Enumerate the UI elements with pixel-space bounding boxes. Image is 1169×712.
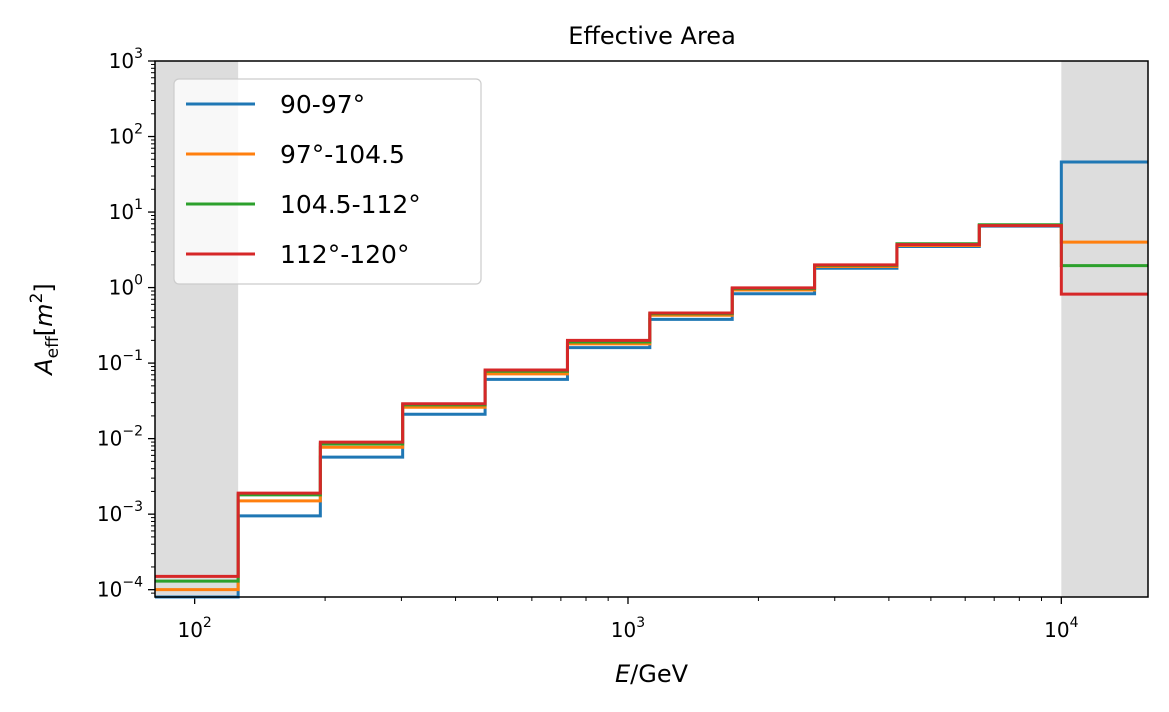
plot-frame	[154, 60, 1149, 598]
legend-box	[173, 78, 482, 285]
y-tick-label: 103	[109, 46, 143, 73]
y-tick-label: 10−4	[97, 575, 143, 602]
x-axis-label-text: E/GeV	[615, 660, 689, 688]
y-axis-label: Aeff[m2]	[27, 283, 63, 377]
series-line-3	[155, 224, 1148, 578]
x-axis-label: E/GeV	[615, 660, 689, 688]
x-tick-label: 104	[1044, 615, 1078, 642]
chart-title: Effective Area	[568, 22, 736, 50]
y-tick-label: 10−2	[97, 424, 143, 451]
legend: 90-97° 97°-104.5 104.5-112° 112°-120°	[173, 78, 482, 285]
x-tick-label: 102	[177, 615, 211, 642]
y-tick-label: 100	[109, 273, 143, 300]
legend-label-0: 90-97°	[280, 90, 365, 119]
axis-ticks: 102 103 104 10−4 10−3 10−2 10−1 100 101 102 103	[97, 46, 1079, 642]
y-tick-label: 102	[109, 122, 143, 149]
y-tick-label: 10−3	[97, 499, 143, 526]
y-tick-label: 10−1	[97, 348, 143, 375]
x-tick-label: 103	[611, 615, 645, 642]
legend-label-2: 104.5-112°	[280, 190, 421, 219]
y-axis-label-text: Aeff[m2]	[27, 283, 63, 377]
series-lines	[155, 160, 1148, 599]
legend-label-1: 97°-104.5	[280, 140, 405, 169]
legend-label-3: 112°-120°	[280, 240, 409, 269]
y-tick-label: 101	[109, 197, 143, 224]
shaded-region-1	[1061, 61, 1148, 597]
